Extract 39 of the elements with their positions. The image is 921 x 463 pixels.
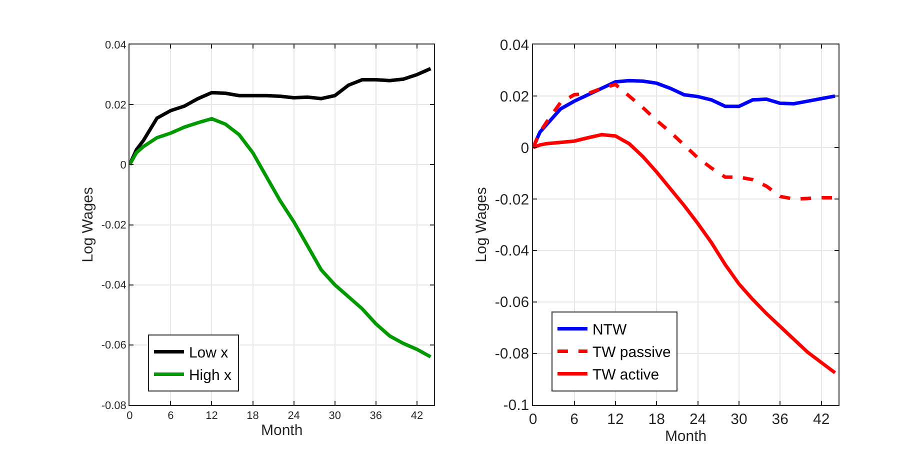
y-tick-label: 0 xyxy=(120,160,126,172)
x-tick-label: 42 xyxy=(410,410,424,422)
x-tick-label: 30 xyxy=(328,410,341,422)
y-tick-label: -0.06 xyxy=(494,294,530,312)
y-tick-label: -0.04 xyxy=(494,242,530,260)
x-tick-label: 6 xyxy=(168,410,174,422)
y-tick-label: -0.1 xyxy=(503,397,530,414)
legend-label: High x xyxy=(188,367,232,384)
x-axis-title: Month xyxy=(261,422,303,440)
y-tick-label: -0.02 xyxy=(494,191,530,208)
y-tick-label: -0.06 xyxy=(101,340,126,352)
line-series xyxy=(130,117,432,359)
legend-label: NTW xyxy=(592,322,628,339)
y-tick-label: 0.02 xyxy=(105,99,126,112)
x-tick-label: 12 xyxy=(607,410,624,428)
x-tick-label: 24 xyxy=(288,410,300,422)
y-tick-label: 0.02 xyxy=(500,88,530,106)
x-tick-label: 36 xyxy=(772,410,788,428)
y-axis-title: Log Wages xyxy=(80,187,97,262)
x-axis-title: Month xyxy=(664,428,707,445)
legend-label: TW active xyxy=(592,366,660,384)
y-tick-label: -0.02 xyxy=(101,220,126,232)
x-tick-label: 30 xyxy=(730,410,748,428)
y-tick-label: -0.08 xyxy=(101,400,126,412)
x-tick-label: 42 xyxy=(812,410,830,428)
x-tick-label: 6 xyxy=(570,410,578,428)
y-tick-label: 0.04 xyxy=(500,36,530,54)
x-tick-label: 12 xyxy=(206,410,218,422)
y-tick-label: 0.04 xyxy=(105,39,126,52)
y-axis-title: Log Wages xyxy=(473,187,490,262)
x-tick-label: 18 xyxy=(648,410,665,428)
x-tick-label: 36 xyxy=(370,410,382,422)
legend-label: TW passive xyxy=(592,344,671,362)
y-tick-label: -0.08 xyxy=(494,346,530,363)
x-tick-label: 24 xyxy=(689,410,706,428)
legend-label: Low x xyxy=(188,344,229,362)
x-tick-label: 18 xyxy=(246,410,259,422)
y-tick-label: 0 xyxy=(520,140,530,157)
y-tick-label: -0.04 xyxy=(101,280,126,292)
